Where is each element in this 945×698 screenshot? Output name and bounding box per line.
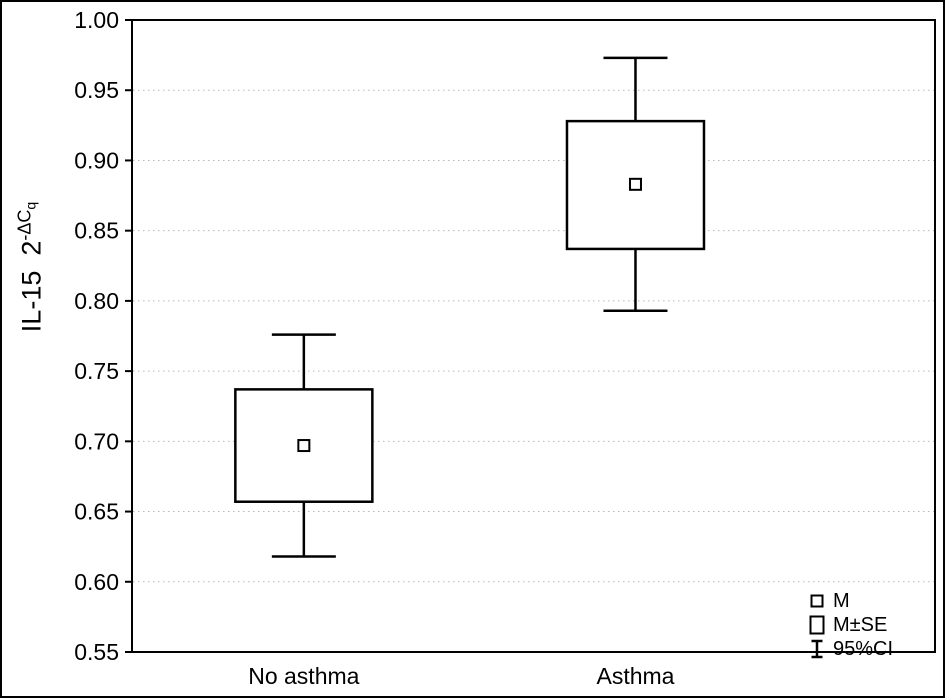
se-box-icon bbox=[806, 614, 828, 636]
y-tick-label: 0.55 bbox=[74, 639, 119, 665]
y-axis-label-superscript: -ΔCq bbox=[14, 201, 39, 241]
ci-whisker-icon bbox=[806, 638, 828, 660]
x-category-label: Asthma bbox=[596, 663, 674, 689]
y-axis-label-subscript: q bbox=[22, 201, 39, 210]
y-axis-label: IL-15 2-ΔCq bbox=[15, 202, 47, 333]
y-tick-label: 0.90 bbox=[74, 147, 119, 173]
y-tick-label: 0.85 bbox=[74, 218, 119, 244]
legend: M M±SE 95%CI bbox=[806, 589, 893, 661]
legend-label-mean: M bbox=[833, 590, 850, 612]
legend-label-se: M±SE bbox=[833, 614, 888, 636]
legend-label-ci: 95%CI bbox=[833, 638, 894, 660]
mean-square-icon bbox=[806, 590, 828, 612]
y-tick-label: 1.00 bbox=[74, 7, 119, 33]
mean-marker bbox=[628, 177, 642, 191]
y-tick-label: 0.80 bbox=[74, 288, 119, 314]
legend-item-ci: 95%CI bbox=[806, 637, 893, 661]
legend-item-se-box: M±SE bbox=[806, 613, 893, 637]
y-tick-label: 0.60 bbox=[74, 569, 119, 595]
y-axis-label-text: IL-15 2 bbox=[16, 240, 47, 333]
y-tick-label: 0.75 bbox=[74, 358, 119, 384]
y-tick-label: 0.70 bbox=[74, 428, 119, 454]
x-category-label: No asthma bbox=[248, 663, 359, 689]
mean-marker bbox=[297, 439, 311, 453]
y-tick-label: 0.95 bbox=[74, 77, 119, 103]
legend-item-mean: M bbox=[806, 589, 893, 613]
y-tick-label: 0.65 bbox=[74, 499, 119, 525]
plot-frame bbox=[131, 19, 936, 653]
